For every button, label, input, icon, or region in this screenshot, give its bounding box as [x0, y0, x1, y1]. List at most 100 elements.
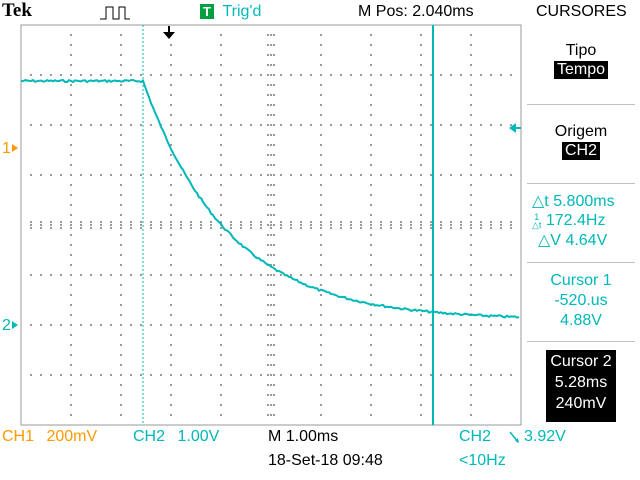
graticule-dot: [267, 124, 269, 126]
graticule-dot: [370, 124, 372, 126]
graticule-dot: [270, 174, 272, 176]
graticule-dot: [270, 304, 272, 306]
delta-t-value: 5.800ms: [553, 193, 615, 210]
pulse-icon: [100, 6, 130, 20]
graticule-dot: [170, 64, 172, 66]
graticule-dot: [220, 374, 222, 376]
frequency-value: 172.4Hz: [545, 212, 606, 229]
graticule-dot: [150, 174, 152, 176]
graticule-dot: [120, 44, 122, 46]
graticule-dot: [170, 184, 172, 186]
graticule-dot: [220, 404, 222, 406]
graticule-dot: [410, 274, 412, 276]
graticule-dot: [70, 294, 72, 296]
graticule-dot: [70, 234, 72, 236]
graticule-dot: [220, 324, 222, 326]
graticule-dot: [70, 264, 72, 266]
graticule-dot: [130, 221, 132, 223]
menu-cursor-1[interactable]: Cursor 1 -520.us 4.88V: [522, 271, 640, 331]
graticule-dot: [290, 74, 292, 76]
graticule-dot: [80, 274, 82, 276]
graticule-dot: [380, 274, 382, 276]
graticule-dot: [270, 74, 272, 76]
graticule-dot: [270, 264, 272, 266]
graticule-dot: [370, 154, 372, 156]
graticule-dot: [500, 224, 502, 226]
graticule-dot: [120, 394, 122, 396]
graticule-dot: [267, 314, 269, 316]
graticule-dot: [120, 414, 122, 416]
graticule-dot: [490, 74, 492, 76]
graticule-dot: [420, 144, 422, 146]
graticule-dot: [120, 124, 122, 126]
graticule-dot: [190, 227, 192, 229]
graticule-dot: [260, 274, 262, 276]
graticule-dot: [370, 234, 372, 236]
graticule-dot: [267, 214, 269, 216]
graticule-dot: [270, 414, 272, 416]
graticule-dot: [270, 384, 272, 386]
graticule-dot: [420, 44, 422, 46]
menu-origem[interactable]: Origem CH2: [522, 123, 640, 160]
graticule-dot: [130, 74, 132, 76]
graticule-dot: [380, 174, 382, 176]
graticule-dot: [430, 74, 432, 76]
graticule-dot: [170, 214, 172, 216]
graticule-dot: [210, 124, 212, 126]
graticule-dot: [380, 227, 382, 229]
graticule-dot: [390, 374, 392, 376]
menu-cursor-2[interactable]: [546, 350, 616, 422]
graticule-dot: [240, 324, 242, 326]
graticule-dot: [470, 221, 472, 223]
graticule-dot: [320, 194, 322, 196]
graticule-dot: [460, 374, 462, 376]
graticule-dot: [70, 204, 72, 206]
date-time: 18-Set-18 09:48: [268, 452, 383, 469]
graticule-dot: [220, 54, 222, 56]
graticule-dot: [170, 394, 172, 396]
graticule-dot: [470, 164, 472, 166]
graticule-dot: [267, 114, 269, 116]
ch1-marker-label: 1: [2, 140, 11, 157]
graticule-dot: [270, 34, 272, 36]
graticule-dot: [130, 174, 132, 176]
graticule-dot: [420, 84, 422, 86]
graticule-dot: [50, 174, 52, 176]
graticule-dot: [270, 224, 272, 226]
graticule-dot: [470, 144, 472, 146]
graticule-dot: [220, 74, 222, 76]
graticule-dot: [90, 224, 92, 226]
graticule-dot: [330, 174, 332, 176]
graticule-dot: [330, 124, 332, 126]
graticule-dot: [340, 227, 342, 229]
graticule-dot: [470, 334, 472, 336]
graticule-dot: [470, 404, 472, 406]
graticule-dot: [30, 174, 32, 176]
graticule-dot: [370, 174, 372, 176]
graticule-dot: [170, 324, 172, 326]
graticule-dot: [80, 227, 82, 229]
left-arrow-icon: [509, 123, 521, 133]
graticule-dot: [360, 124, 362, 126]
graticule-dot: [30, 221, 32, 223]
graticule-dot: [470, 94, 472, 96]
graticule-dot: [320, 394, 322, 396]
graticule-dot: [450, 324, 452, 326]
graticule-dot: [430, 124, 432, 126]
graticule-dot: [310, 224, 312, 226]
graticule-dot: [330, 324, 332, 326]
graticule-dot: [440, 224, 442, 226]
menu-tipo[interactable]: Tipo Tempo: [522, 42, 640, 79]
graticule-dot: [80, 374, 82, 376]
graticule-dot: [60, 227, 62, 229]
graticule-dot: [340, 174, 342, 176]
graticule-dot: [350, 224, 352, 226]
graticule-dot: [170, 374, 172, 376]
graticule-dot: [470, 254, 472, 256]
graticule-dot: [130, 124, 132, 126]
graticule-dot: [340, 324, 342, 326]
graticule-dot: [420, 374, 422, 376]
graticule-dot: [120, 304, 122, 306]
cursor1-time: -520.us: [554, 292, 608, 309]
